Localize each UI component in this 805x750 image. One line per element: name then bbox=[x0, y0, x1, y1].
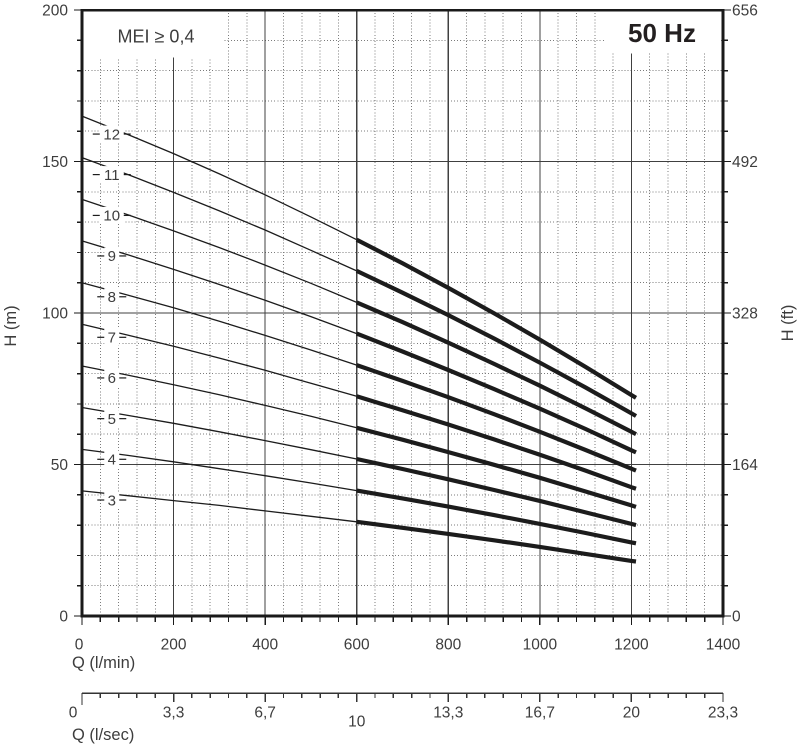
curve-9-bold bbox=[355, 331, 637, 455]
frequency-label: 50 Hz bbox=[628, 18, 696, 48]
mei-label: MEI ≥ 0,4 bbox=[118, 26, 195, 46]
y-right-tick-label-328: 328 bbox=[732, 305, 758, 322]
x-tick-label-1400: 1400 bbox=[706, 636, 741, 653]
x-secondary-tick-label-16,7: 16,7 bbox=[525, 704, 555, 721]
curve-12-bold bbox=[355, 237, 638, 400]
curve-label-12: 12 bbox=[103, 126, 120, 143]
curve-label-box bbox=[99, 206, 124, 224]
frequency-annotation: 50 Hz bbox=[604, 11, 721, 54]
frequency-annotation-box bbox=[604, 11, 721, 54]
curve-label-box bbox=[99, 125, 124, 143]
axis-ticks bbox=[74, 9, 731, 625]
y-left-tick-label-50: 50 bbox=[51, 457, 69, 474]
x-secondary-tick-label-20: 20 bbox=[623, 704, 641, 721]
curve-label-box bbox=[104, 247, 120, 265]
curve-label-4: 4 bbox=[108, 452, 116, 469]
mei-annotation-box bbox=[84, 11, 225, 58]
curve-label-11: 11 bbox=[104, 167, 120, 184]
x-tick-label-1200: 1200 bbox=[614, 636, 649, 653]
x-axis-title: Q (l/min) bbox=[72, 654, 135, 672]
secondary-x-axis: 0 3,3 6,7 10 13,3 16,7 20 23,3 bbox=[69, 692, 738, 730]
curve-10-bold bbox=[355, 300, 637, 437]
curve-8-thin bbox=[81, 282, 357, 366]
curve-stage-labels: 12 11 10 9 8 7 6 5 4 3 bbox=[92, 125, 131, 509]
curve-9-thin bbox=[81, 240, 357, 335]
x-tick-label-600: 600 bbox=[344, 636, 370, 653]
curve-label-box bbox=[104, 491, 120, 509]
x-secondary-tick-label-0: 0 bbox=[69, 704, 78, 721]
x-secondary-tick-label-3,3: 3,3 bbox=[163, 704, 185, 721]
y-right-tick-label-164: 164 bbox=[732, 457, 758, 474]
curve-label-box bbox=[104, 288, 120, 306]
x-secondary-tick-label-10: 10 bbox=[348, 713, 366, 730]
curve-4-bold bbox=[356, 488, 637, 546]
curve-label-box bbox=[104, 410, 120, 428]
x-tick-label-1000: 1000 bbox=[523, 636, 558, 653]
curve-label-box bbox=[99, 166, 124, 184]
y-right-tick-label-656: 656 bbox=[732, 2, 758, 19]
curve-8-bold bbox=[356, 363, 637, 473]
x-tick-label-400: 400 bbox=[252, 636, 278, 653]
curve-5-thin bbox=[81, 406, 357, 460]
y-right-tick-label-0: 0 bbox=[732, 608, 741, 625]
grid-major bbox=[82, 10, 723, 616]
curve-3-thin bbox=[81, 490, 357, 523]
x-tick-label-200: 200 bbox=[161, 636, 187, 653]
curve-label-10: 10 bbox=[103, 208, 120, 225]
mei-annotation: MEI ≥ 0,4 bbox=[84, 11, 225, 58]
curve-label-box bbox=[104, 450, 120, 468]
x-axis-secondary-title: Q (l/sec) bbox=[72, 726, 134, 744]
y-axis-left-title: H (m) bbox=[2, 305, 20, 346]
curve-label-3: 3 bbox=[108, 492, 116, 509]
curve-5-bold bbox=[356, 456, 637, 528]
x-secondary-tick-label-23,3: 23,3 bbox=[708, 704, 738, 721]
curve-label-7: 7 bbox=[108, 330, 116, 347]
y-axis-right-title: H (ft) bbox=[779, 305, 797, 342]
curve-7-bold bbox=[356, 394, 637, 491]
y-right-tick-label-492: 492 bbox=[732, 154, 758, 171]
curve-4-thin bbox=[81, 448, 357, 492]
curve-10-thin bbox=[81, 198, 357, 303]
y-left-tick-label-200: 200 bbox=[42, 2, 68, 19]
curve-label-box bbox=[104, 369, 120, 387]
head-curves bbox=[81, 115, 638, 564]
curve-label-9: 9 bbox=[108, 248, 116, 265]
x-tick-label-0: 0 bbox=[75, 636, 84, 653]
curve-label-5: 5 bbox=[108, 411, 116, 428]
y-left-tick-label-100: 100 bbox=[42, 305, 68, 322]
x-secondary-tick-label-13,3: 13,3 bbox=[433, 704, 463, 721]
curve-label-6: 6 bbox=[108, 370, 116, 387]
y-left-tick-label-150: 150 bbox=[42, 154, 68, 171]
x-secondary-tick-label-6,7: 6,7 bbox=[254, 704, 276, 721]
curve-6-thin bbox=[81, 365, 357, 429]
curve-label-box bbox=[104, 328, 120, 346]
curve-11-bold bbox=[355, 269, 638, 418]
curve-label-8: 8 bbox=[108, 289, 116, 306]
curve-6-bold bbox=[356, 425, 637, 509]
x-tick-label-800: 800 bbox=[435, 636, 461, 653]
curve-7-thin bbox=[81, 323, 357, 397]
y-left-tick-label-0: 0 bbox=[59, 608, 68, 625]
curve-3-bold bbox=[356, 519, 637, 564]
